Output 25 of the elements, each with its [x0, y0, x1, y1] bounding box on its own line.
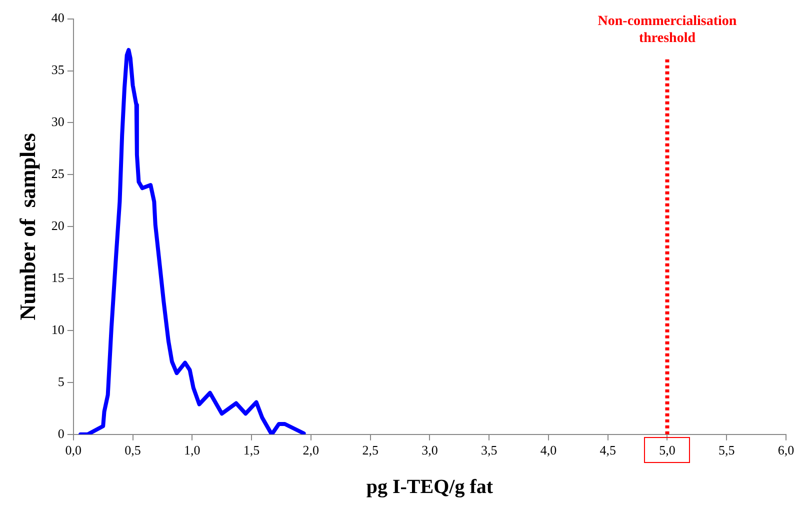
x-tick-label: 4,5 [600, 442, 616, 458]
y-tick-label: 30 [51, 114, 64, 130]
x-tick-label: 0,0 [65, 442, 82, 458]
x-tick-label: 3,5 [480, 442, 498, 458]
y-axis-title: Number of samples [14, 132, 40, 320]
x-tick-label: 5,0 [659, 442, 676, 458]
ref-line-label: Non-commercialisation threshold [598, 14, 737, 46]
x-tick-label: 4,0 [540, 442, 557, 458]
y-tick-label: 25 [51, 166, 64, 182]
y-tick-label: 35 [51, 62, 64, 78]
y-tick-label: 20 [51, 218, 64, 234]
x-tick-label: 1,5 [243, 442, 260, 458]
x-tick-label: 0,5 [124, 442, 141, 458]
x-tick-label: 2,0 [302, 442, 320, 458]
x-tick-label: 2,5 [362, 442, 378, 458]
y-tick-label: 0 [58, 426, 64, 441]
x-tick-label: 1,0 [184, 442, 200, 458]
x-tick-label: 5,5 [718, 442, 735, 458]
x-tick-label: 3,0 [422, 442, 438, 458]
y-tick-label: 15 [51, 270, 64, 285]
y-tick-label: 5 [58, 374, 64, 389]
x-axis-title: pg I-TEQ/g fat [366, 476, 494, 498]
x-tick-label: 6,0 [778, 442, 794, 458]
y-tick-label: 40 [51, 10, 64, 26]
y-tick-label: 10 [51, 322, 64, 337]
